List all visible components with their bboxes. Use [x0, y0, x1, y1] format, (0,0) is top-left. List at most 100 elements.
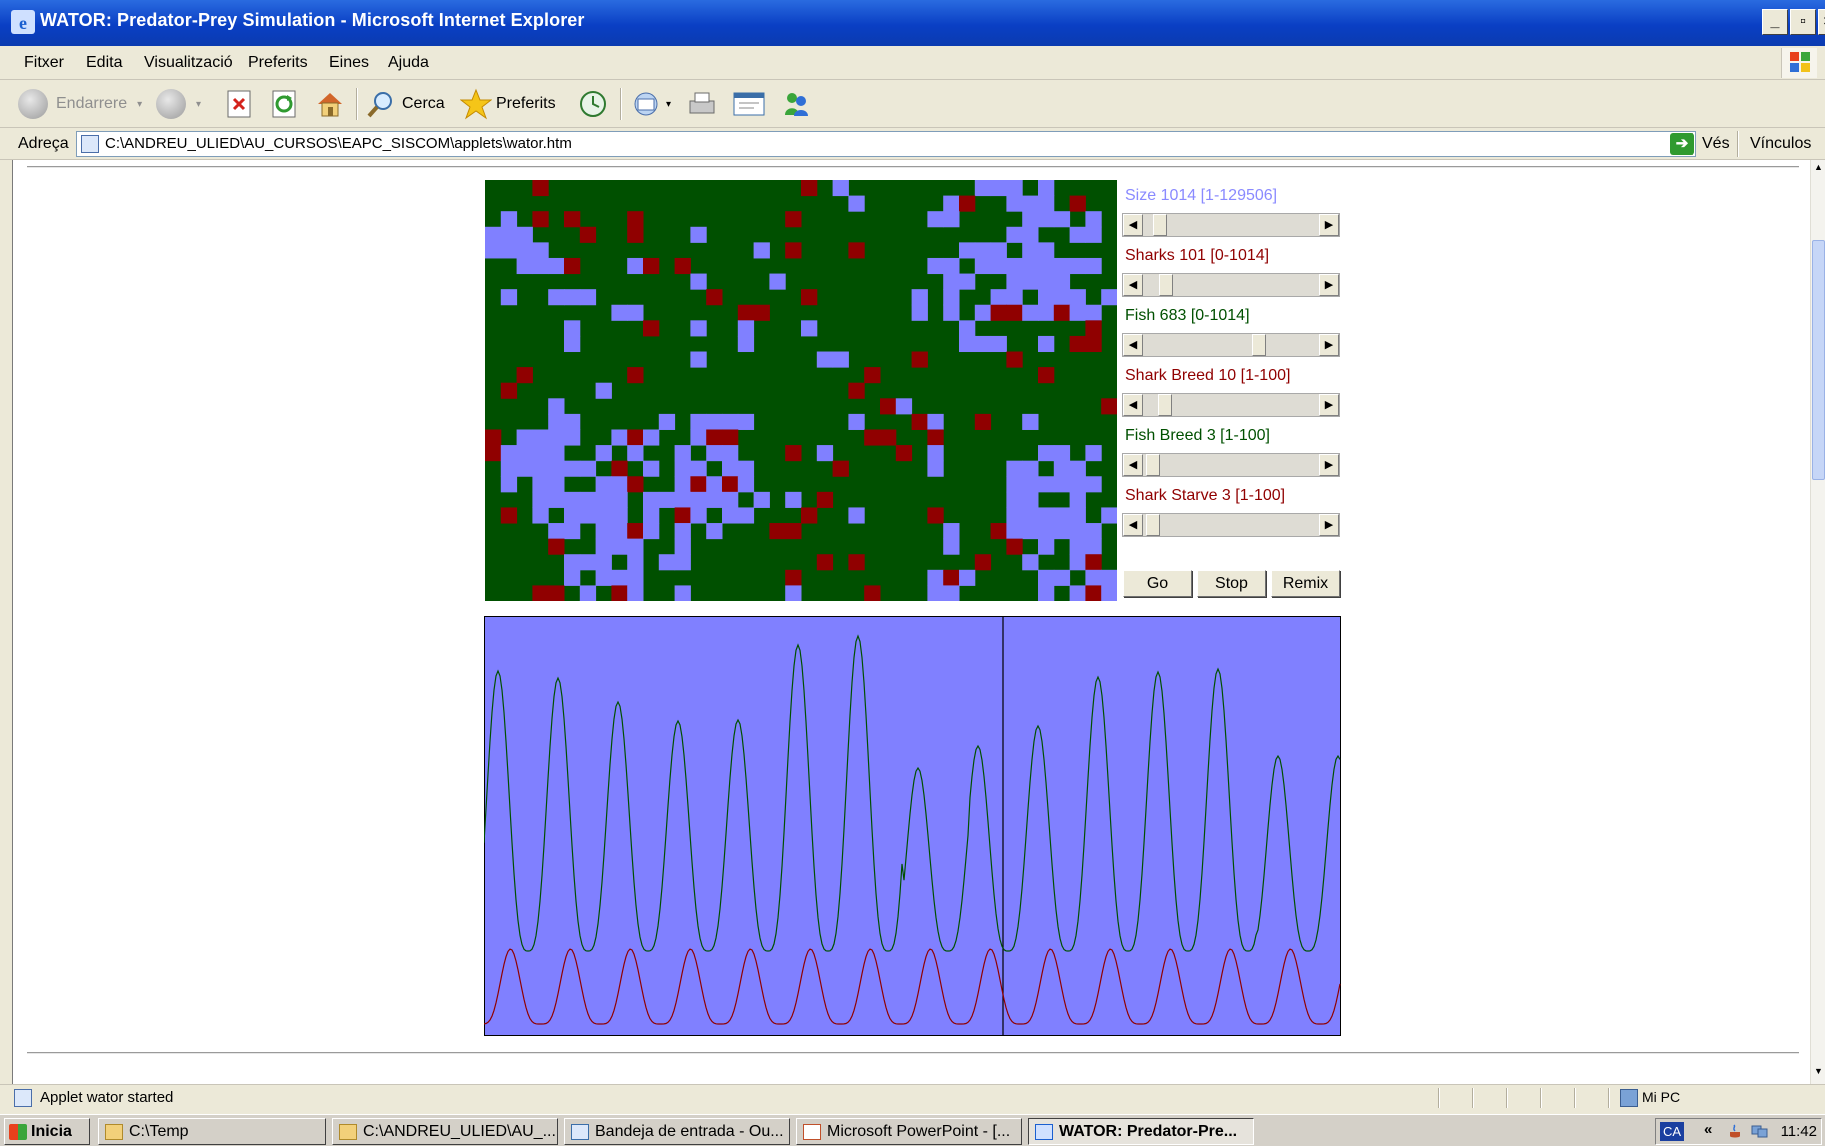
water-cell — [816, 445, 834, 462]
shark-cell — [785, 523, 802, 540]
slider-right-arrow-icon[interactable]: ▶ — [1319, 454, 1339, 476]
go-button[interactable]: Vés — [1702, 135, 1730, 152]
menu-edita[interactable]: Edita — [86, 54, 123, 71]
task-andreu-folder[interactable]: C:\ANDREU_ULIED\AU_... — [332, 1118, 558, 1145]
go-arrow-icon[interactable]: ➔ — [1670, 133, 1694, 155]
slider-left-arrow-icon[interactable]: ◀ — [1123, 394, 1143, 416]
control-slider[interactable]: ◀ ▶ — [1122, 453, 1340, 477]
slider-right-arrow-icon[interactable]: ▶ — [1319, 274, 1339, 296]
slider-left-arrow-icon[interactable]: ◀ — [1123, 514, 1143, 536]
messenger-button[interactable] — [780, 86, 812, 122]
task-wator-ie[interactable]: WATOR: Predator-Pre... — [1028, 1118, 1254, 1145]
vertical-scrollbar[interactable]: ▲ ▼ — [1810, 160, 1825, 1084]
slider-right-arrow-icon[interactable]: ▶ — [1319, 394, 1339, 416]
slider-thumb[interactable] — [1146, 454, 1160, 476]
links-button[interactable]: Vínculos — [1750, 135, 1812, 152]
status-bar: Applet wator started Mi PC — [0, 1084, 1825, 1110]
menu-fitxer[interactable]: Fitxer — [24, 54, 64, 71]
shark-cell — [880, 398, 897, 415]
favorites-button[interactable]: Preferits — [460, 86, 556, 122]
water-cell — [943, 273, 960, 290]
search-button[interactable]: Cerca — [366, 86, 445, 122]
water-cell — [927, 445, 944, 462]
water-cell — [722, 507, 739, 524]
control-slider[interactable]: ◀ ▶ — [1122, 393, 1340, 417]
water-cell — [1069, 226, 1086, 243]
start-button[interactable]: Inicia — [4, 1118, 90, 1145]
back-label: Endarrere — [56, 95, 128, 112]
water-cell — [785, 491, 802, 508]
slider-thumb[interactable] — [1252, 334, 1266, 356]
water-cell — [643, 491, 660, 508]
minimize-button[interactable]: _ — [1762, 9, 1788, 35]
slider-right-arrow-icon[interactable]: ▶ — [1319, 514, 1339, 536]
stop-button[interactable] — [225, 86, 253, 122]
slider-right-arrow-icon[interactable]: ▶ — [1319, 214, 1339, 236]
water-cell — [658, 554, 676, 571]
water-cell — [532, 476, 549, 493]
menu-preferits[interactable]: Preferits — [248, 54, 308, 71]
tray-expand-icon[interactable]: « — [1704, 1121, 1713, 1138]
menu-visualitzacio[interactable]: Visualització — [144, 54, 233, 71]
back-arrow-icon — [18, 89, 48, 119]
water-cell — [1053, 476, 1071, 493]
home-button[interactable] — [314, 86, 346, 122]
task-powerpoint[interactable]: Microsoft PowerPoint - [... — [796, 1118, 1022, 1145]
slider-left-arrow-icon[interactable]: ◀ — [1123, 214, 1143, 236]
go-sim-button[interactable]: Go — [1123, 570, 1192, 597]
scroll-up-icon[interactable]: ▲ — [1814, 162, 1823, 172]
scroll-thumb[interactable] — [1812, 240, 1825, 480]
edit-button[interactable] — [732, 86, 766, 122]
control-slider[interactable]: ◀ ▶ — [1122, 513, 1340, 537]
address-input[interactable]: C:\ANDREU_ULIED\AU_CURSOS\EAPC_SISCOM\ap… — [76, 131, 1696, 157]
slider-thumb[interactable] — [1158, 394, 1172, 416]
print-button[interactable] — [686, 86, 718, 122]
shark-cell — [627, 429, 644, 446]
slider-left-arrow-icon[interactable]: ◀ — [1123, 274, 1143, 296]
control-slider[interactable]: ◀ ▶ — [1122, 333, 1340, 357]
water-cell — [1069, 476, 1086, 493]
water-cell — [627, 445, 644, 462]
task-label: WATOR: Predator-Pre... — [1059, 1122, 1238, 1140]
mail-button[interactable]: ▾ — [632, 86, 671, 122]
water-cell — [974, 242, 992, 259]
stop-sim-button[interactable]: Stop — [1197, 570, 1266, 597]
shark-cell — [1085, 335, 1102, 353]
network-icon[interactable] — [1750, 1123, 1768, 1140]
water-cell — [611, 507, 628, 524]
slider-right-arrow-icon[interactable]: ▶ — [1319, 334, 1339, 356]
water-cell — [1038, 476, 1055, 493]
address-url[interactable]: C:\ANDREU_ULIED\AU_CURSOS\EAPC_SISCOM\ap… — [105, 135, 572, 152]
water-cell — [690, 491, 707, 508]
water-cell — [1022, 507, 1039, 524]
remix-button[interactable]: Remix — [1271, 570, 1340, 597]
task-outlook[interactable]: Bandeja de entrada - Ou... — [564, 1118, 790, 1145]
java-icon[interactable] — [1726, 1123, 1744, 1140]
forward-button[interactable]: ▾ — [156, 86, 201, 122]
restore-button[interactable]: ▫ — [1790, 9, 1816, 35]
task-temp[interactable]: C:\Temp — [98, 1118, 326, 1145]
slider-left-arrow-icon[interactable]: ◀ — [1123, 334, 1143, 356]
water-cell — [1038, 304, 1055, 321]
control-slider[interactable]: ◀ ▶ — [1122, 273, 1340, 297]
menu-eines[interactable]: Eines — [329, 54, 370, 71]
slider-thumb[interactable] — [1159, 274, 1173, 296]
close-button[interactable]: × — [1818, 9, 1825, 35]
control-slider[interactable]: ◀ ▶ — [1122, 213, 1340, 237]
history-button[interactable] — [577, 86, 609, 122]
water-cell — [848, 195, 865, 212]
refresh-button[interactable] — [270, 86, 298, 122]
back-button[interactable]: Endarrere ▾ — [18, 86, 142, 122]
scroll-down-icon[interactable]: ▼ — [1814, 1066, 1823, 1076]
slider-thumb[interactable] — [1146, 514, 1160, 536]
water-cell — [1006, 226, 1023, 243]
slider-left-arrow-icon[interactable]: ◀ — [1123, 454, 1143, 476]
language-indicator[interactable]: CA — [1660, 1122, 1684, 1141]
menu-ajuda[interactable]: Ajuda — [388, 54, 429, 71]
slider-thumb[interactable] — [1153, 214, 1167, 236]
water-cell — [579, 554, 597, 571]
water-cell — [927, 413, 944, 430]
stop-icon — [227, 90, 251, 118]
title-bar[interactable]: e WATOR: Predator-Prey Simulation - Micr… — [0, 0, 1825, 46]
